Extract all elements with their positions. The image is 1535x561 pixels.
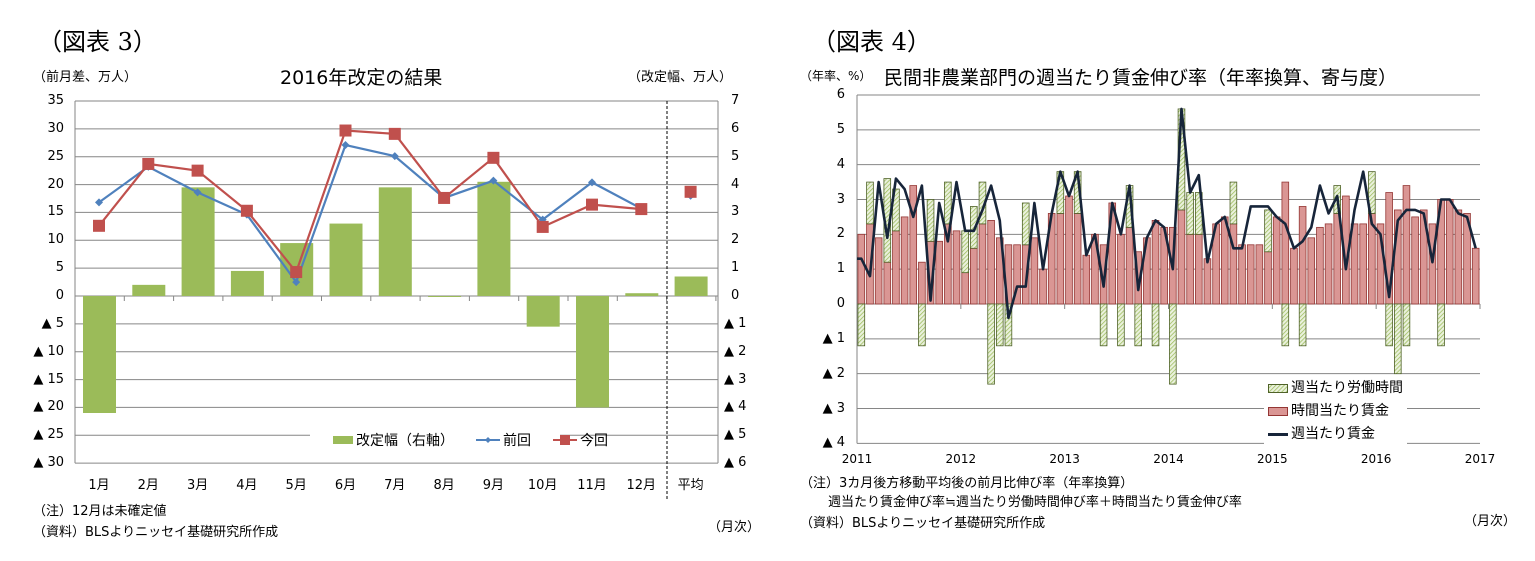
figure4-formula: 週当たり賃金伸び率≒週当たり労働時間伸び率＋時間当たり賃金伸び率 [828, 495, 1242, 510]
y-tick-label: 2 [836, 226, 845, 242]
x-tick-label: 2月 [137, 478, 159, 493]
pink-bar-swatch-icon [1268, 407, 1288, 416]
legend-weekly: 週当たり賃金 [1268, 423, 1403, 446]
y2-tick-label: ▲ 1 [724, 315, 747, 331]
figure4-source: （資料）BLSよりニッセイ基礎研究所作成 [800, 516, 1046, 531]
legend-hourly: 時間当たり賃金 [1268, 400, 1403, 423]
x-tick-label: 11月 [577, 478, 607, 493]
legend-revision: 改定幅（右軸） [333, 430, 454, 450]
y-tick-label: 4 [836, 156, 845, 172]
x-tick-label: 2016 [1360, 452, 1392, 466]
y2-tick-label: 3 [731, 204, 740, 220]
x-tick-label: 6月 [334, 478, 357, 493]
x-tick-label: 2017 [1464, 452, 1496, 466]
x-tick-label: 1月 [88, 478, 110, 493]
y-tick-label: ▲ 25 [33, 427, 64, 443]
x-tick-label: 2014 [1153, 452, 1184, 466]
y-tick-label: 10 [47, 232, 64, 248]
y-tick-label: 0 [55, 288, 64, 303]
figure4-note: （注）3カ月後方移動平均後の前月比伸び率（年率換算） [800, 476, 1134, 491]
x-tick-label: 3月 [186, 478, 209, 493]
figure3-source: （資料）BLSよりニッセイ基礎研究所作成 [33, 525, 279, 540]
y-tick-label: ▲ 15 [33, 371, 64, 387]
y2-tick-label: ▲ 6 [724, 455, 747, 471]
green-bar-swatch-icon [333, 436, 353, 444]
y-tick-label: 6 [836, 87, 845, 102]
y-tick-label: ▲ 30 [33, 455, 64, 471]
y2-tick-label: 1 [731, 260, 740, 276]
legend-previous: 前回 [476, 430, 531, 450]
y2-tick-label: 5 [731, 148, 740, 164]
hatched-green-swatch-icon [1268, 384, 1288, 393]
blue-diamond-line-icon [476, 437, 500, 443]
y2-tick-label: 6 [731, 120, 740, 136]
figure3-left-unit: （前月差、万人） [33, 70, 138, 85]
y-tick-label: 3 [836, 191, 845, 207]
y2-tick-label: ▲ 5 [724, 427, 747, 443]
figure3-plot [74, 100, 719, 500]
y2-tick-label: ▲ 4 [724, 399, 747, 415]
figure4-x-unit: （月次） [1464, 514, 1517, 529]
figure4-unit: （年率、%） [800, 69, 872, 83]
y-tick-label: 25 [47, 148, 64, 164]
x-tick-label: 2011 [841, 452, 873, 466]
x-tick-label: 5月 [285, 478, 307, 493]
x-tick-label: 平均 [677, 478, 704, 493]
figure3-note: （注）12月は未確定値 [33, 504, 167, 519]
figure3-right-unit: （改定幅、万人） [628, 70, 733, 85]
y2-tick-label: ▲ 3 [724, 371, 747, 387]
legend-current: 今回 [553, 430, 608, 450]
y-tick-label: 30 [47, 120, 64, 136]
y-tick-label: ▲ 20 [33, 399, 64, 415]
figure4-title: 民間非農業部門の週当たり賃金伸び率（年率換算、寄与度） [884, 67, 1398, 89]
y2-tick-label: 0 [731, 288, 740, 303]
x-tick-label: 4月 [236, 478, 258, 493]
y-tick-label: 35 [47, 93, 64, 108]
x-tick-label: 9月 [482, 478, 505, 493]
y-tick-label: ▲ 3 [822, 400, 845, 416]
navy-line-swatch-icon [1268, 433, 1288, 436]
y-tick-label: 15 [47, 204, 64, 220]
x-tick-label: 12月 [626, 478, 657, 493]
figure4-legend: 週当たり労働時間 時間当たり賃金 週当たり賃金 [1264, 375, 1407, 448]
figure4-label: （図表 4） [812, 28, 931, 56]
y-tick-label: ▲ 5 [41, 315, 64, 331]
y-tick-label: ▲ 1 [822, 330, 845, 346]
y-tick-label: ▲ 10 [33, 343, 64, 359]
y2-tick-label: ▲ 2 [724, 343, 747, 359]
x-tick-label: 8月 [433, 478, 455, 493]
x-tick-label: 7月 [384, 478, 406, 493]
x-tick-label: 2012 [945, 452, 977, 466]
figure3-x-unit: （月次） [708, 520, 761, 535]
y2-tick-label: 7 [731, 93, 740, 108]
red-square-line-icon [553, 435, 577, 445]
x-tick-label: 10月 [527, 478, 558, 493]
x-tick-label: 2015 [1257, 452, 1288, 466]
y2-tick-label: 4 [731, 176, 740, 192]
figure3-label: （図表 3） [38, 28, 157, 56]
y-tick-label: 20 [47, 176, 64, 192]
y-tick-label: 5 [55, 260, 64, 276]
y-tick-label: 0 [836, 296, 845, 311]
x-tick-label: 2013 [1049, 452, 1080, 466]
y-tick-label: ▲ 4 [822, 435, 845, 451]
figure3-title: 2016年改定の結果 [280, 67, 443, 89]
figure3-legend: 改定幅（右軸） 前回 今回 [333, 430, 630, 450]
y2-tick-label: 2 [731, 232, 740, 248]
y-tick-label: ▲ 2 [822, 365, 845, 381]
legend-hours: 週当たり労働時間 [1268, 377, 1403, 400]
y-tick-label: 1 [836, 261, 845, 277]
y-tick-label: 5 [836, 121, 845, 137]
